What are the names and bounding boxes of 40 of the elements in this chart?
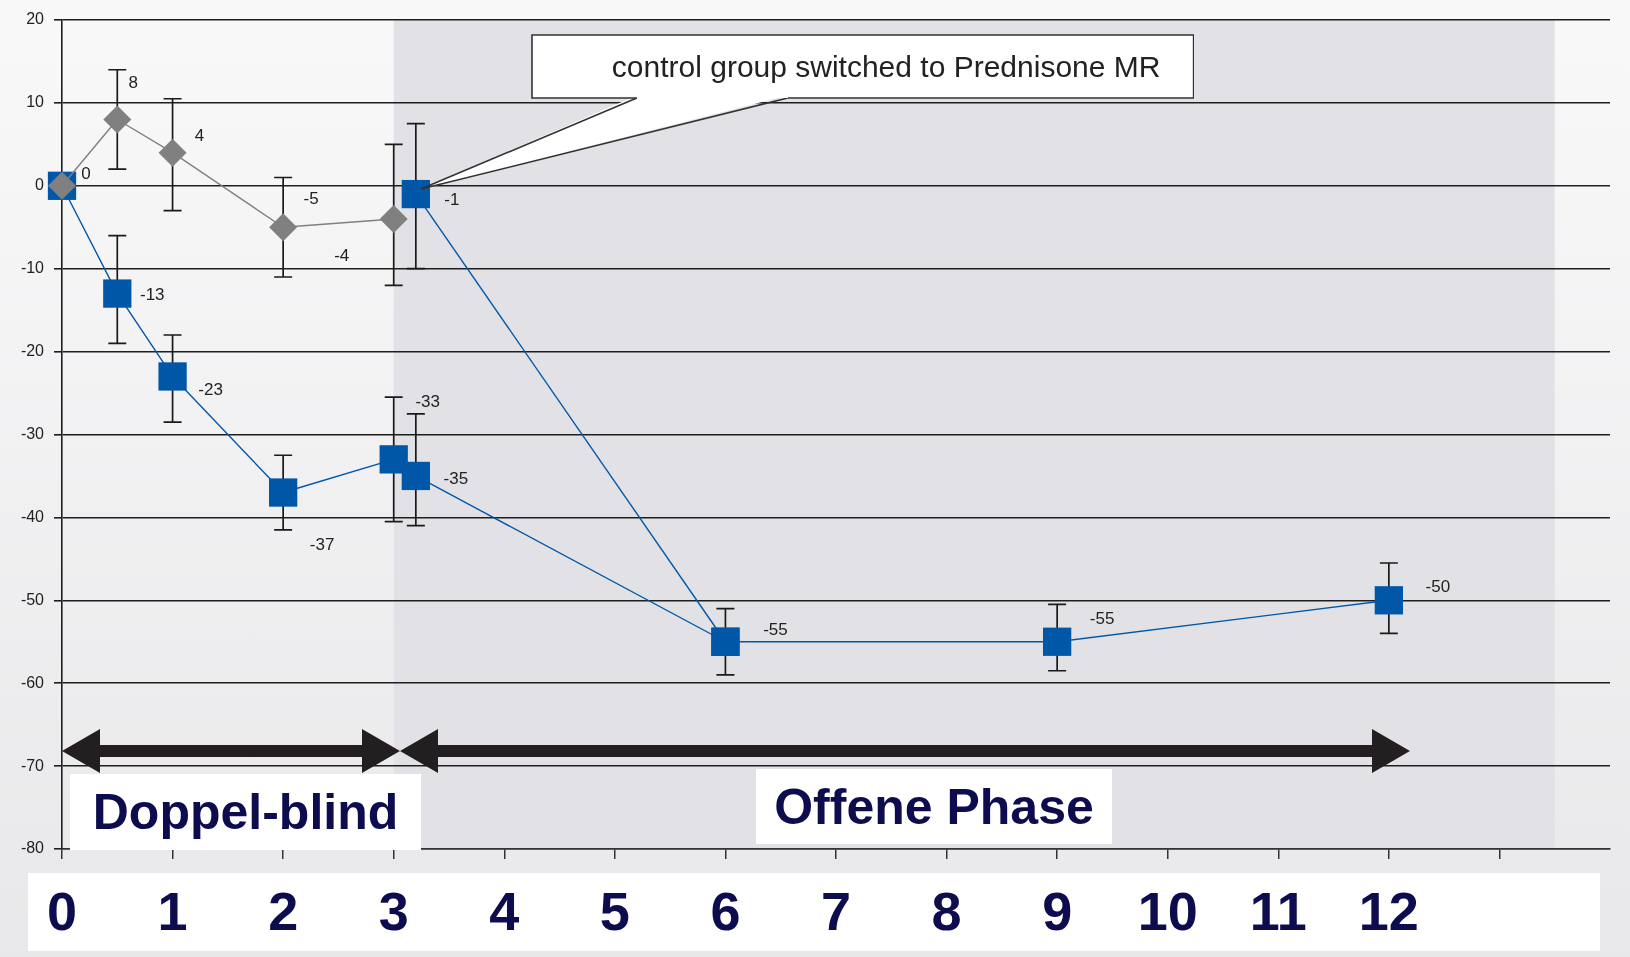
- x-tick-label: 7: [820, 880, 852, 941]
- y-tick-label: 10: [26, 93, 45, 111]
- annotation: Doppel-blind: [70, 774, 421, 850]
- data-label: -35: [443, 468, 469, 488]
- annotation: control group switched to Prednisone MR: [611, 49, 1161, 85]
- x-tick-label: 3: [378, 880, 409, 941]
- y-tick-label: -10: [20, 259, 45, 277]
- data-label: 0: [81, 164, 91, 184]
- data-label: -37: [309, 535, 335, 555]
- x-tick-label: 11: [1249, 880, 1307, 941]
- y-tick-label: -40: [20, 507, 45, 525]
- x-tick-label: 8: [931, 880, 962, 941]
- x-tick-label: 4: [489, 880, 520, 941]
- y-tick-label: -70: [20, 756, 45, 774]
- x-tick-label: 5: [599, 880, 630, 941]
- data-label: -55: [763, 620, 788, 640]
- data-label: -23: [198, 380, 223, 400]
- x-tick-label: 10: [1137, 880, 1198, 941]
- y-tick-label: -50: [20, 590, 45, 608]
- data-label: -5: [303, 188, 319, 208]
- data-label: -4: [334, 245, 350, 265]
- data-label: 4: [194, 126, 205, 146]
- data-label: -13: [140, 285, 165, 305]
- data-label: -33: [415, 392, 440, 412]
- y-tick-label: -20: [20, 342, 45, 360]
- data-label: -50: [1425, 576, 1451, 596]
- y-tick-label: 20: [26, 10, 45, 28]
- y-tick-label: 0: [35, 176, 45, 194]
- x-tick-label: 2: [268, 880, 299, 941]
- data-label: -1: [444, 189, 460, 209]
- x-tick-label: 1: [157, 880, 188, 941]
- x-tick-label: 12: [1358, 880, 1419, 941]
- annotation: Offene Phase: [756, 769, 1112, 844]
- data-label: -55: [1089, 609, 1115, 629]
- x-tick-label: 6: [710, 880, 741, 941]
- x-tick-label: 9: [1042, 880, 1073, 941]
- y-tick-label: -80: [20, 839, 45, 857]
- data-label: 8: [128, 73, 139, 93]
- y-tick-label: -60: [20, 673, 45, 691]
- y-tick-label: -30: [20, 424, 45, 442]
